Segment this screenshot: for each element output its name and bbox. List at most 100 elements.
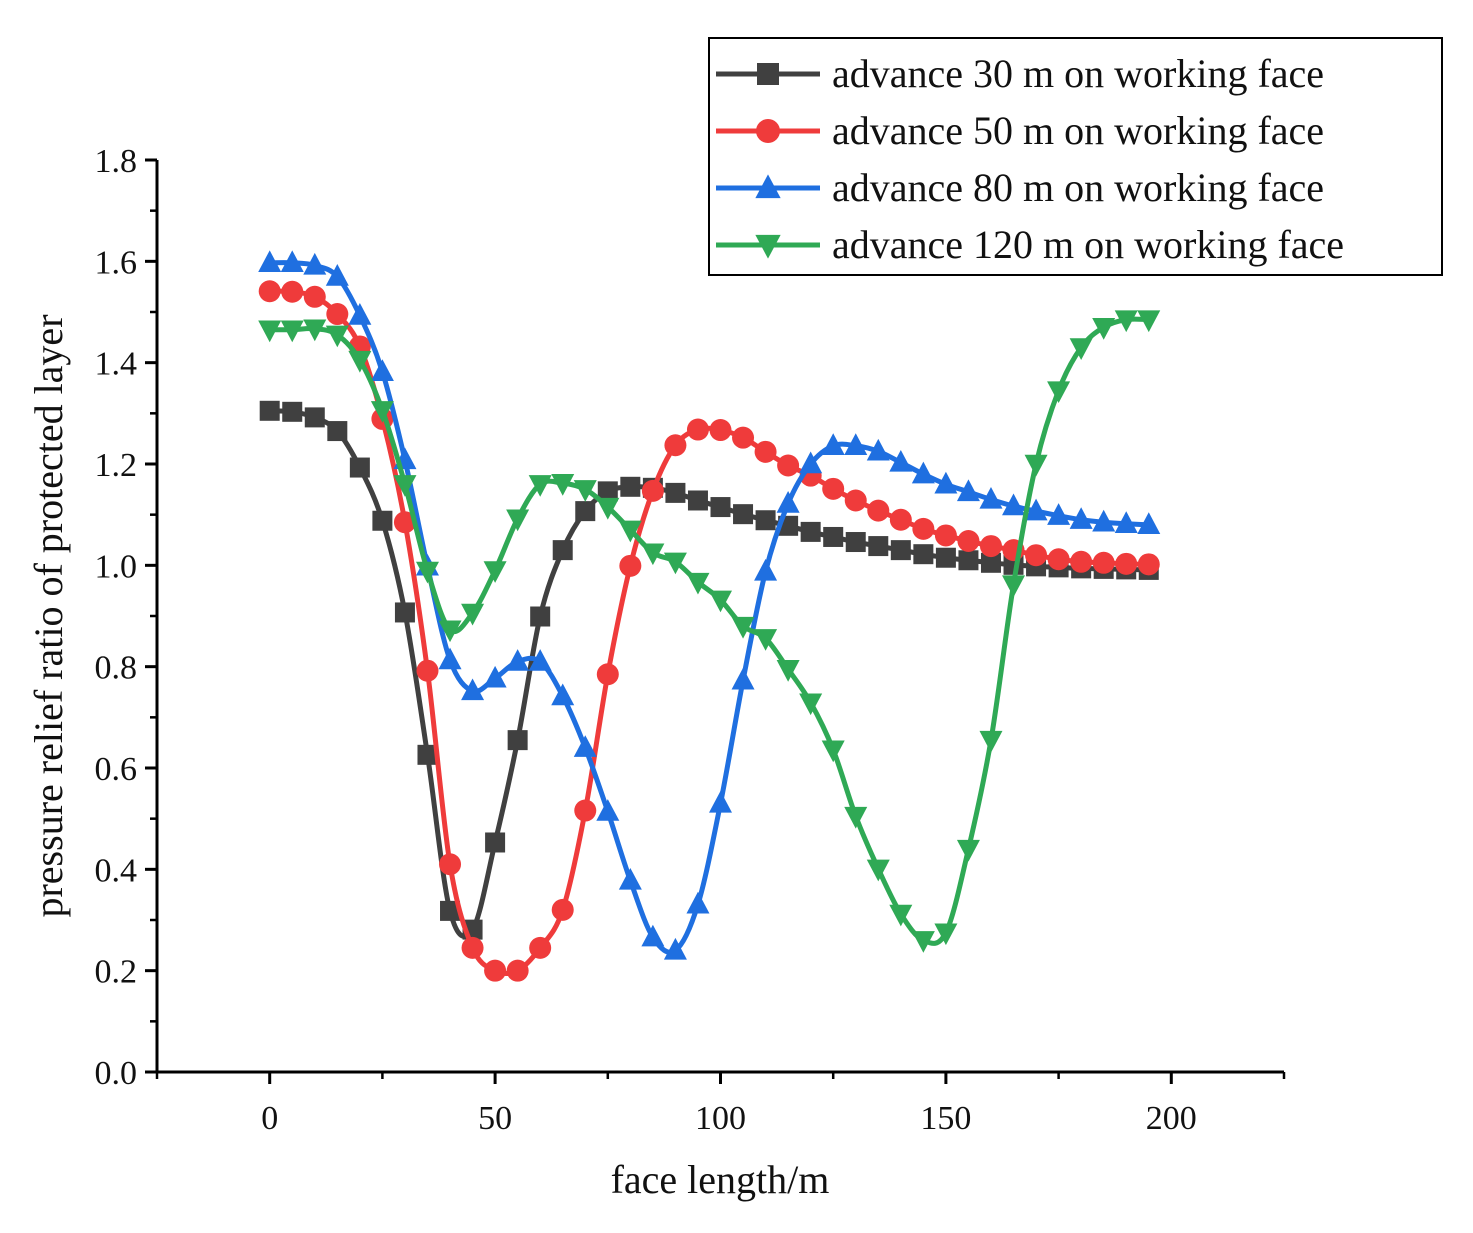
y-tick-label: 1.6 (95, 244, 138, 281)
data-point (372, 510, 393, 531)
data-point (665, 482, 686, 503)
y-tick-label: 1.0 (95, 548, 138, 585)
data-point (934, 524, 957, 547)
data-point (957, 530, 980, 553)
legend-marker (755, 174, 781, 199)
data-point (370, 359, 394, 381)
series-3 (258, 250, 1161, 960)
data-point (349, 457, 370, 478)
data-point (979, 486, 1003, 509)
data-point (641, 543, 665, 566)
legend-label: advance 80 m on working face (832, 165, 1324, 210)
series-line (269, 288, 1149, 977)
data-point (574, 799, 597, 822)
y-tick-label: 0.8 (95, 650, 138, 687)
data-point (551, 898, 574, 921)
data-point (664, 434, 687, 457)
data-point (619, 554, 642, 577)
legend-label: advance 120 m on working face (832, 222, 1344, 267)
data-point (484, 959, 507, 982)
data-point (620, 476, 641, 497)
data-point (1069, 338, 1093, 360)
data-point (1047, 503, 1071, 525)
legend-label: advance 50 m on working face (832, 108, 1324, 153)
data-point (483, 561, 507, 583)
data-point (529, 936, 552, 959)
data-point (687, 490, 708, 511)
data-point (641, 479, 664, 502)
data-point (440, 900, 461, 921)
data-point (867, 499, 890, 522)
x-axis-title: face length/m (611, 1157, 830, 1202)
data-point (1002, 575, 1026, 598)
data-point (573, 735, 597, 757)
data-point (1092, 318, 1116, 340)
data-point (958, 550, 979, 571)
legend-marker (757, 63, 779, 85)
y-axis-title: pressure relief ratio of protected layer (26, 314, 71, 917)
data-point (596, 497, 620, 520)
data-point (1024, 454, 1048, 477)
series-4 (258, 310, 1161, 953)
data-point (754, 440, 777, 463)
data-point (641, 924, 665, 947)
axis-tick-labels: 0 50 100 150 200 0.0 0.2 0.4 0.6 0.8 1.0 1.2 1.4 1.6 1… (95, 143, 1197, 1137)
data-point (686, 418, 709, 441)
data-point (889, 449, 913, 472)
data-point (552, 540, 573, 561)
data-point (259, 400, 280, 421)
data-point (618, 520, 642, 543)
series-layer (258, 250, 1161, 982)
data-point (821, 740, 845, 763)
data-point (596, 799, 620, 821)
data-point (506, 509, 530, 532)
data-point (483, 665, 507, 688)
data-point (551, 474, 575, 496)
data-point (461, 936, 484, 959)
data-point (325, 264, 349, 286)
data-point (911, 931, 935, 953)
data-point (325, 325, 349, 348)
x-tick-label: 200 (1146, 1100, 1197, 1137)
data-point (733, 504, 754, 525)
legend-entry: advance 50 m on working face (716, 108, 1324, 153)
data-point (912, 517, 935, 540)
legend-entry: advance 30 m on working face (716, 51, 1324, 96)
y-tick-label: 1.4 (95, 346, 138, 383)
data-point (754, 558, 778, 581)
data-point (530, 606, 551, 627)
legend-entry: advance 120 m on working face (716, 222, 1344, 267)
data-point (597, 481, 618, 502)
y-tick-label: 1.8 (95, 143, 138, 180)
data-point (844, 433, 868, 455)
chart-axes (155, 160, 1284, 1074)
y-tick-label: 0.4 (95, 852, 138, 889)
series-2 (258, 280, 1160, 982)
data-point (461, 603, 485, 626)
data-point (461, 678, 485, 701)
data-point (1002, 493, 1026, 516)
data-point (303, 285, 326, 308)
data-point (934, 471, 958, 494)
data-point (731, 667, 755, 690)
data-point (845, 532, 866, 553)
data-point (438, 647, 462, 670)
data-point (709, 790, 732, 813)
data-point (709, 590, 732, 613)
legend-marker (756, 119, 780, 143)
data-point (303, 319, 327, 342)
data-point (370, 401, 394, 423)
data-point (348, 303, 372, 325)
x-tick-label: 150 (920, 1100, 971, 1137)
data-point (394, 602, 415, 623)
data-point (528, 475, 552, 497)
data-point (281, 280, 304, 303)
data-point (956, 839, 980, 862)
data-point (417, 744, 438, 765)
data-point (618, 867, 642, 890)
x-tick-label: 0 (261, 1100, 278, 1137)
data-point (1137, 310, 1161, 333)
data-point (868, 536, 889, 557)
data-point (866, 438, 890, 461)
